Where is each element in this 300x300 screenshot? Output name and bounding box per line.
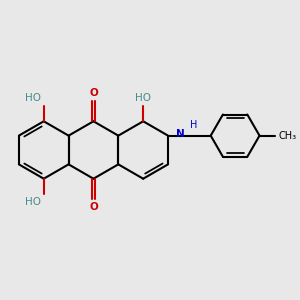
- Text: N: N: [176, 129, 184, 139]
- Text: HO: HO: [25, 197, 41, 207]
- Text: O: O: [89, 88, 98, 98]
- Text: O: O: [89, 202, 98, 212]
- Text: H: H: [190, 120, 197, 130]
- Text: HO: HO: [135, 93, 151, 103]
- Text: HO: HO: [25, 93, 41, 103]
- Text: CH₃: CH₃: [278, 130, 296, 141]
